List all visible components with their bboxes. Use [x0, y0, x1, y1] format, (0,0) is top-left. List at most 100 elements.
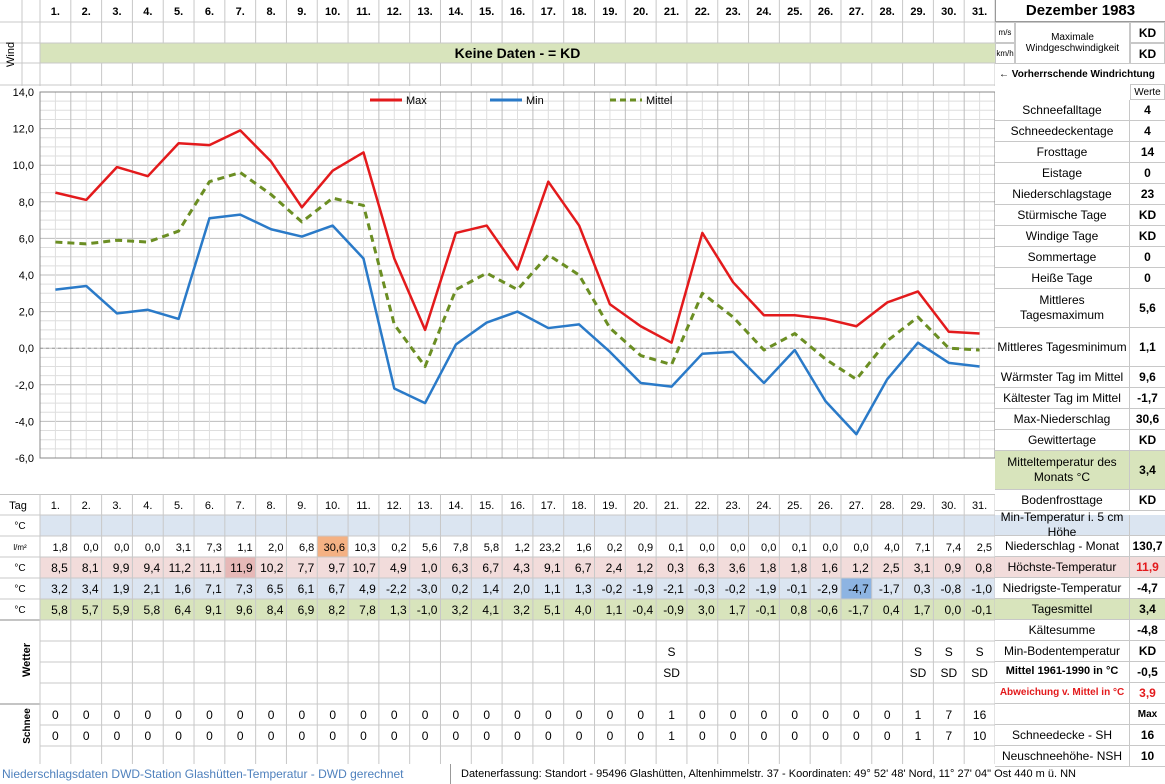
row-unit: °C	[14, 605, 25, 616]
lower-stat-value: 3,9	[1139, 686, 1156, 700]
unit-ms: m/s	[995, 22, 1015, 43]
y-tick-label: 10,0	[13, 160, 34, 172]
table-cell: -1,7	[879, 582, 900, 596]
stat-value: 0	[1144, 250, 1151, 264]
snow-value: 0	[268, 729, 275, 743]
no-data-banner-bg	[40, 43, 995, 63]
weather-code: SD	[940, 666, 957, 680]
highlight-cell	[224, 557, 256, 578]
lower-stat-row: Min-Temperatur i. 5 cm Höhe	[995, 510, 1165, 539]
table-cell: 0,3	[667, 561, 684, 575]
stat-label: Sommertage	[995, 247, 1130, 267]
weather-code: S	[945, 645, 953, 659]
y-tick-label: -6,0	[15, 453, 34, 465]
stat-label: Max-Niederschlag	[995, 409, 1130, 429]
snow-value: 0	[822, 729, 829, 743]
snow-value: 0	[514, 708, 521, 722]
day-header-bottom: 23.	[725, 500, 740, 512]
lower-stat-row: Niedrigste-Temperatur -4,7	[995, 578, 1165, 599]
table-cell: 9,1	[205, 603, 222, 617]
table-cell: 3,1	[914, 561, 931, 575]
table-cell: 3,2	[51, 582, 68, 596]
table-cell: 10,3	[354, 542, 375, 554]
table-cell: -0,2	[602, 582, 623, 596]
lower-stat-value: Max	[1137, 708, 1158, 720]
snow-value: 0	[329, 729, 336, 743]
weather-code: S	[914, 645, 922, 659]
y-tick-label: 2,0	[19, 307, 34, 319]
day-header-bottom: 27.	[849, 500, 864, 512]
stat-label: Frosttage	[995, 142, 1130, 162]
table-cell: 11,1	[199, 561, 222, 575]
snow-value: 0	[576, 708, 583, 722]
table-cell: 1,1	[237, 542, 252, 554]
table-cell: 5,6	[422, 542, 437, 554]
stat-row: Bodenfrosttage KD	[995, 490, 1165, 511]
day-header-top: 5.	[174, 6, 183, 18]
snow-value: 0	[853, 708, 860, 722]
table-cell: 3,2	[452, 603, 469, 617]
table-cell: 3,0	[698, 603, 715, 617]
table-cell: 1,6	[576, 542, 591, 554]
max-wind-kmh: KD	[1130, 43, 1165, 64]
row-unit: l/m²	[13, 543, 27, 552]
stat-label: Gewittertage	[995, 430, 1130, 450]
table-cell: 0,0	[823, 542, 838, 554]
lower-stat-row: Max	[995, 704, 1165, 725]
stat-value: 0	[1144, 271, 1151, 285]
y-tick-label: -2,0	[15, 380, 34, 392]
table-cell: 0,9	[638, 542, 653, 554]
table-cell: 0,2	[391, 542, 406, 554]
stat-row: Wärmster Tag im Mittel 9,6	[995, 367, 1165, 388]
table-cell: 5,9	[113, 603, 130, 617]
lower-stat-label: Abweichung v. Mittel in °C	[995, 683, 1130, 703]
highlight-cell	[840, 578, 872, 599]
table-cell: 8,5	[51, 561, 68, 575]
table-cell: 0,3	[914, 582, 931, 596]
day-header-top: 7.	[236, 6, 245, 18]
table-cell: -1,7	[848, 603, 869, 617]
day-header-top: 10.	[325, 6, 340, 18]
lower-stat-value: 130,7	[1132, 539, 1163, 553]
table-cell: 0,0	[114, 542, 129, 554]
table-cell: 0,0	[83, 542, 98, 554]
table-cell: 0,8	[790, 603, 807, 617]
snow-value: 0	[52, 708, 59, 722]
table-cell: 6,3	[452, 561, 469, 575]
table-cell: 1,8	[53, 542, 68, 554]
table-cell: 1,8	[760, 561, 777, 575]
table-cell: -1,9	[756, 582, 777, 596]
table-cell: 8,4	[267, 603, 284, 617]
day-header-bottom: 21.	[664, 500, 679, 512]
lower-stat-label: Min-Bodentemperatur	[995, 641, 1130, 661]
snow-value: 7	[945, 708, 952, 722]
day-header-top: 15.	[479, 6, 494, 18]
stat-value: 30,6	[1135, 412, 1160, 426]
table-cell: 5,7	[82, 603, 99, 617]
stat-row: Heiße Tage 0	[995, 268, 1165, 289]
table-cell: 9,6	[236, 603, 253, 617]
table-cell: -2,9	[817, 582, 838, 596]
table-cell: 9,7	[328, 561, 345, 575]
stat-value: 14	[1140, 145, 1155, 159]
snow-value: 0	[114, 729, 121, 743]
table-cell: -2,2	[386, 582, 407, 596]
day-header-bottom: 26.	[818, 500, 833, 512]
snow-value: 10	[973, 729, 987, 743]
snow-value: 0	[637, 729, 644, 743]
day-header-top: 19.	[602, 6, 617, 18]
day-header-top: 9.	[297, 6, 306, 18]
snow-value: 0	[299, 729, 306, 743]
day-header-bottom: 5.	[174, 500, 183, 512]
lower-stat-label: Mittel 1961-1990 in °C	[995, 662, 1130, 682]
snow-value: 0	[822, 708, 829, 722]
table-cell: -0,9	[663, 603, 684, 617]
snow-value: 1	[668, 729, 675, 743]
stat-value: 4	[1144, 103, 1151, 117]
table-cell: 1,0	[421, 561, 438, 575]
snow-value: 0	[761, 708, 768, 722]
day-header-top: 12.	[387, 6, 402, 18]
legend-label-max: Max	[406, 95, 427, 107]
lower-stat-row: Neuschneehöhe- NSH 10	[995, 746, 1165, 767]
daily-data-table: Tag 1. 2. 3. 4. 5. 6. 7. 8. 9. 10. 11. 12. 13. 14. 15. 1…	[0, 494, 995, 764]
